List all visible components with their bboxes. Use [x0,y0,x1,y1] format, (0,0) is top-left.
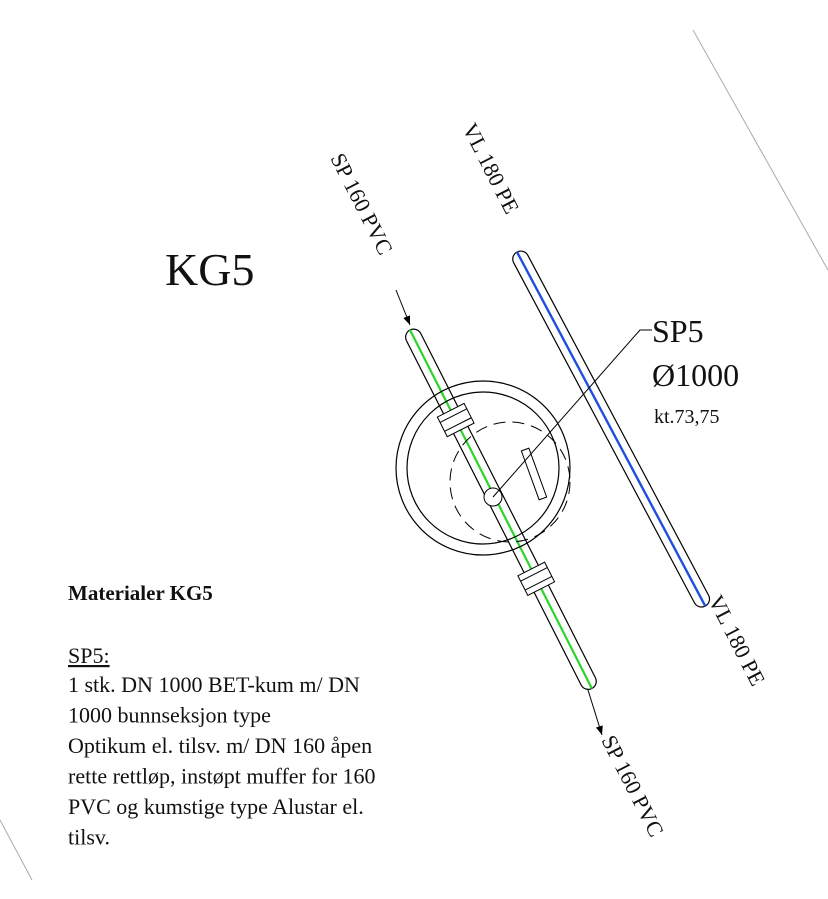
leader-line [492,329,652,498]
leader-arrow [587,689,603,736]
materials-heading: SP5: [68,643,110,668]
pipe-label: SP 160 PVC [326,149,398,259]
materials-line: PVC og kumstige type Alustar el. [68,794,364,819]
manhole [395,380,571,556]
sp-pipe [405,328,597,690]
materials-line: rette rettløp, instøpt muffer for 160 [68,764,376,789]
vl-pipe [512,250,711,608]
materials-title: Materialer KG5 [68,581,213,605]
manhole-name: SP5 [652,313,704,349]
materials-line: 1000 bunnseksjon type [68,703,271,728]
manhole-diameter: Ø1000 [652,357,739,393]
materials-line: tilsv. [68,825,110,850]
materials-text: 1 stk. DN 1000 BET-kum m/ DN 1000 bunnsek… [68,672,376,850]
pipe-label: SP 160 PVC [597,731,669,841]
drawing-title: KG5 [165,244,254,295]
materials-line: Optikum el. tilsv. m/ DN 160 åpen [68,733,372,758]
pipe-label: VL 180 PE [704,591,771,690]
materials-line: 1 stk. DN 1000 BET-kum m/ DN [68,672,360,697]
sheet-edge [692,29,828,271]
pipe-label: VL 180 PE [458,119,525,218]
sheet-edge [0,819,33,881]
leader-arrow [395,289,411,326]
manhole-level: kt.73,75 [654,406,720,428]
